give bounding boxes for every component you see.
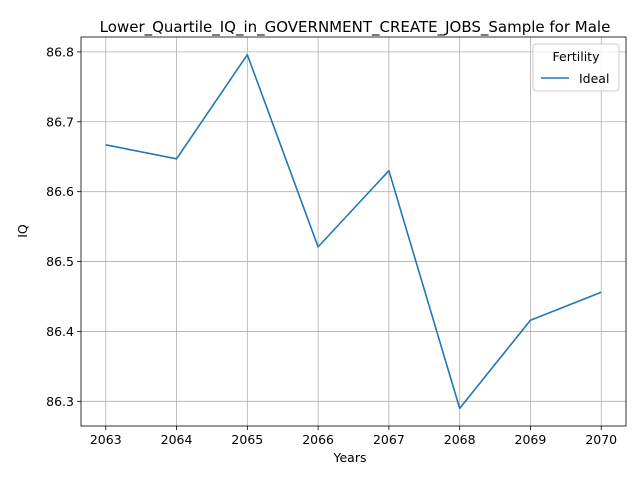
- x-axis: 2063 2064 2065 2066 2067 2068 2069 2070: [90, 426, 617, 447]
- x-axis-label: Years: [333, 450, 367, 465]
- y-tick-label: 86.3: [46, 394, 74, 409]
- y-tick-label: 86.4: [46, 324, 74, 339]
- x-tick-label: 2064: [161, 432, 193, 447]
- x-tick-label: 2069: [515, 432, 547, 447]
- series-line-ideal: [105, 53, 602, 410]
- chart-title: Lower_Quartile_IQ_in_GOVERNMENT_CREATE_J…: [100, 18, 611, 37]
- x-tick-label: 2063: [90, 432, 122, 447]
- x-tick-label: 2065: [231, 432, 263, 447]
- y-tick-label: 86.7: [46, 114, 74, 129]
- x-tick-label: 2068: [444, 432, 476, 447]
- y-axis-label: IQ: [15, 224, 30, 238]
- x-tick-label: 2067: [373, 432, 405, 447]
- x-tick-label: 2070: [585, 432, 617, 447]
- y-axis: 86.3 86.4 86.5 86.6 86.7 86.8: [46, 44, 81, 409]
- y-tick-label: 86.8: [46, 44, 74, 59]
- legend-title: Fertility: [553, 49, 601, 64]
- legend-label: Ideal: [579, 71, 609, 86]
- series-lines: [105, 53, 602, 410]
- legend-box: [532, 43, 620, 92]
- y-tick-label: 86.5: [46, 254, 74, 269]
- x-tick-label: 2066: [302, 432, 334, 447]
- plot-frame: [80, 36, 627, 427]
- y-tick-label: 86.6: [46, 184, 74, 199]
- grid-lines: [81, 37, 626, 426]
- legend: Fertility Ideal: [532, 43, 620, 92]
